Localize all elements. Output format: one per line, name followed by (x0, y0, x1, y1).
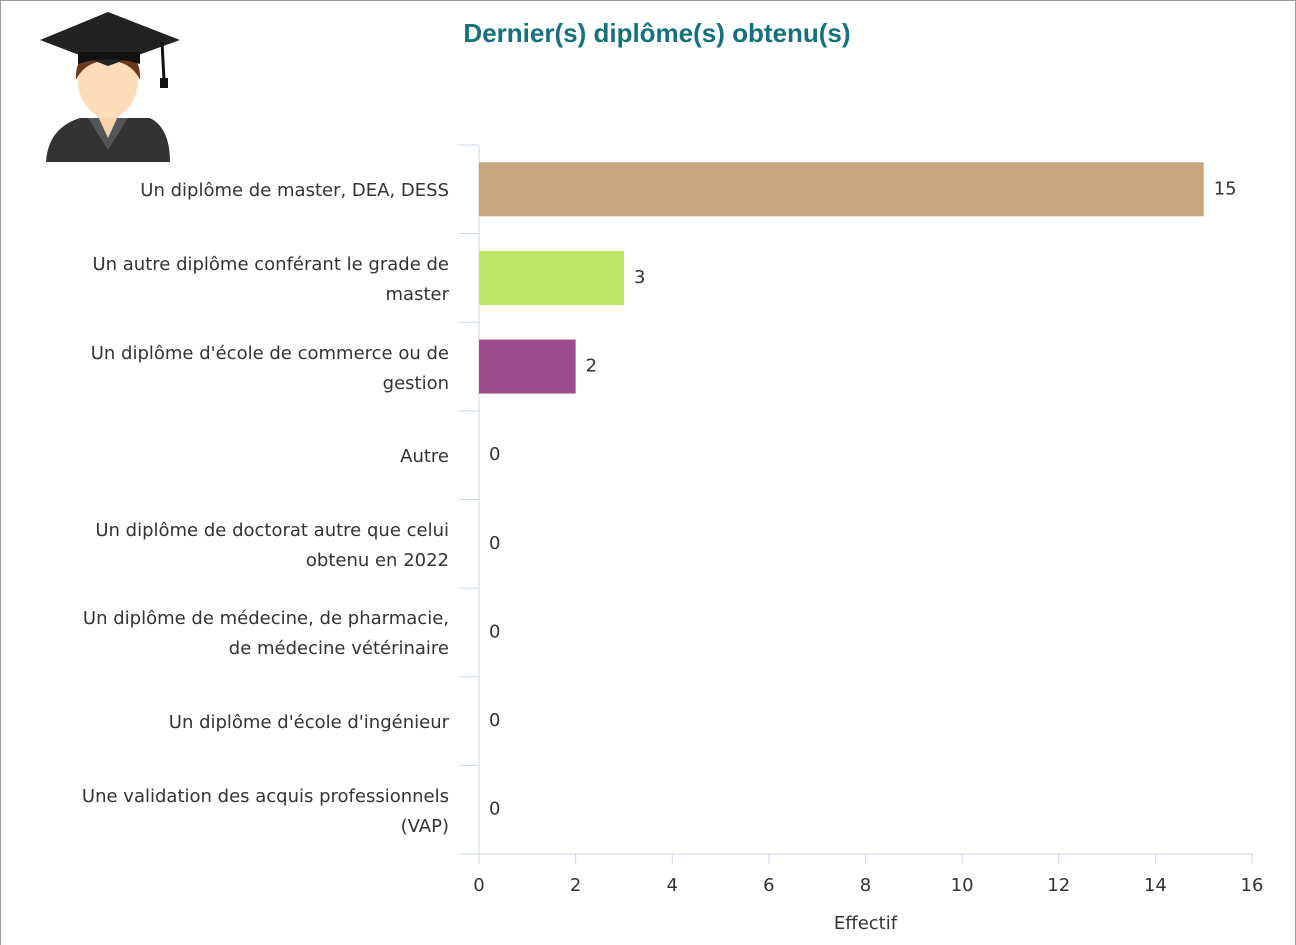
category-label: Autre (400, 446, 449, 468)
x-tick-label: 16 (1241, 875, 1264, 896)
x-tick-label: 4 (667, 875, 678, 896)
category-label: Un diplôme de master, DEA, DESS (140, 180, 449, 202)
x-tick-label: 0 (473, 875, 484, 896)
x-tick-label: 6 (763, 875, 774, 896)
x-tick-label: 10 (951, 875, 974, 896)
x-axis-label: Effectif (834, 913, 898, 934)
data-label: 0 (489, 710, 500, 731)
data-label: 3 (634, 267, 645, 288)
data-label: 0 (489, 533, 500, 554)
category-label: Une validation des acquis professionnels… (81, 785, 449, 837)
category-label: Un autre diplôme conférant le grade de m… (92, 253, 449, 305)
bar (479, 162, 1204, 217)
bar (479, 250, 624, 305)
x-tick-label: 12 (1047, 875, 1070, 896)
category-label: Un diplôme d'école d'ingénieur (168, 712, 449, 734)
bar (479, 339, 576, 394)
x-tick-label: 14 (1144, 875, 1167, 896)
category-label: Un diplôme de médecine, de pharmacie, de… (82, 608, 449, 660)
x-tick-label: 2 (570, 875, 581, 896)
category-label: Un diplôme d'école de commerce ou de ges… (90, 342, 449, 394)
data-label: 2 (586, 356, 597, 377)
category-label: Un diplôme de doctorat autre que celui o… (95, 519, 449, 571)
data-label: 0 (489, 799, 500, 820)
data-label: 0 (489, 444, 500, 465)
data-label: 0 (489, 621, 500, 642)
graduate-icon (40, 12, 180, 162)
data-label: 15 (1214, 178, 1237, 199)
x-tick-label: 8 (860, 875, 871, 896)
chart-title: Dernier(s) diplôme(s) obtenu(s) (463, 18, 851, 48)
